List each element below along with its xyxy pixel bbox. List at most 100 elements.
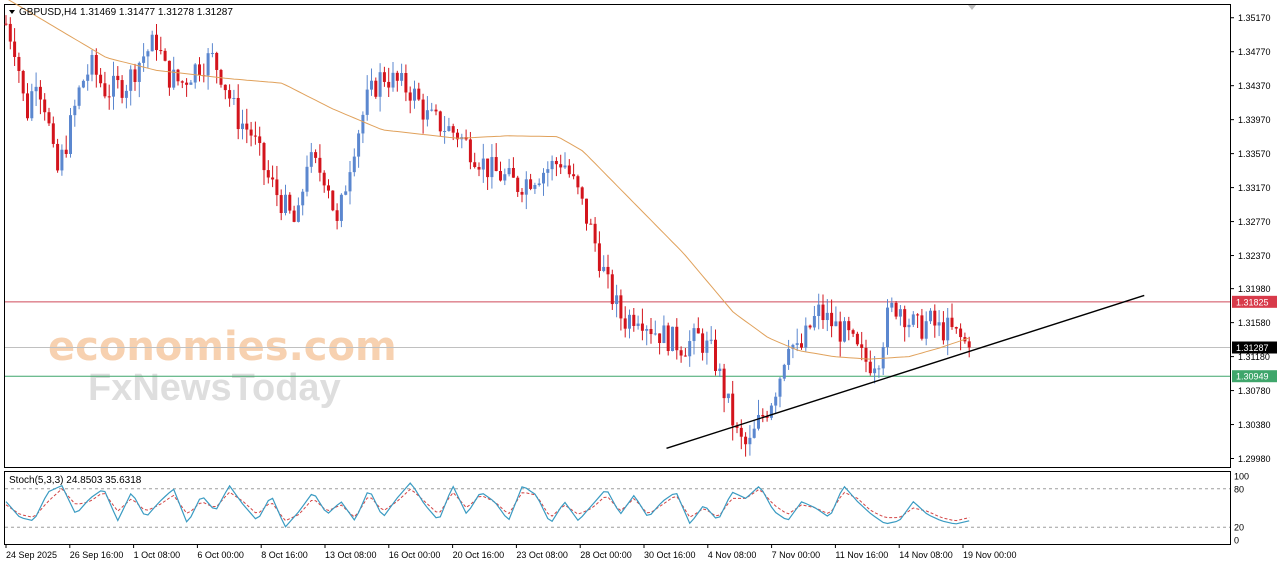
candle	[696, 317, 700, 334]
candle	[550, 155, 554, 181]
candle-body	[331, 190, 335, 211]
candle-body	[929, 310, 932, 322]
candle	[683, 347, 687, 357]
candle-body	[903, 309, 907, 328]
price-tag-support	[1232, 370, 1277, 383]
candle	[542, 168, 545, 196]
candle	[481, 143, 485, 183]
candle-body	[189, 82, 193, 85]
candle	[473, 152, 477, 169]
candle	[877, 365, 881, 378]
y-axis-ticks: 1.35170 1.34770 1.34370 1.33970 1.33570 1.331…	[1230, 13, 1271, 464]
y-tick-label: 1.31180	[1238, 352, 1270, 362]
candle-body	[266, 170, 270, 178]
candle-body	[688, 341, 692, 357]
candle	[503, 168, 507, 186]
candle	[64, 135, 68, 158]
candle	[107, 84, 111, 110]
candle	[288, 192, 292, 214]
candle-body	[718, 368, 722, 371]
candle	[434, 104, 438, 116]
candle-body	[916, 314, 920, 316]
candle	[804, 317, 808, 352]
candle-body	[658, 333, 662, 344]
candle-body	[791, 344, 795, 349]
candle	[898, 304, 902, 326]
candle	[610, 269, 614, 310]
candle	[632, 307, 636, 332]
candle	[430, 102, 434, 112]
candle	[241, 109, 244, 140]
candle	[305, 155, 309, 197]
candle	[421, 93, 425, 134]
candle-body	[180, 81, 184, 83]
x-tick-label: 6 Oct 00:00	[197, 550, 244, 560]
candle-body	[51, 123, 55, 144]
candle-body	[490, 157, 494, 178]
candle	[352, 148, 356, 177]
candle-body	[116, 75, 120, 81]
candle-body	[920, 315, 924, 339]
x-tick-label: 8 Oct 16:00	[261, 550, 308, 560]
candle-body	[795, 343, 799, 345]
candle	[933, 304, 937, 338]
price-tag-label: 1.30949	[1236, 372, 1269, 382]
candle-body	[516, 177, 520, 192]
candle	[112, 61, 115, 110]
y-tick-label: 1.32370	[1238, 251, 1271, 261]
candle	[193, 63, 197, 89]
candle-body	[481, 158, 485, 170]
candle	[671, 326, 674, 352]
candle-body	[73, 105, 77, 116]
candle-body	[193, 64, 197, 83]
candle	[490, 144, 494, 189]
trendline[interactable]	[666, 294, 1145, 449]
candle-body	[701, 333, 705, 353]
candle	[714, 329, 717, 376]
candle-body	[64, 149, 68, 155]
x-tick-label: 19 Nov 00:00	[963, 550, 1017, 560]
candle-body	[744, 436, 748, 445]
candle	[443, 116, 447, 144]
candle-body	[550, 160, 554, 170]
candle	[150, 30, 154, 52]
candle-body	[834, 321, 838, 327]
candle-body	[739, 427, 743, 437]
candle	[929, 308, 932, 325]
candle	[606, 254, 610, 289]
candle-body	[812, 315, 816, 328]
candle	[520, 188, 524, 203]
candle-body	[619, 295, 623, 319]
candle	[494, 143, 498, 172]
candle	[81, 79, 85, 89]
scroll-marker-icon[interactable]	[968, 5, 976, 10]
candle	[163, 48, 167, 62]
candle	[628, 309, 631, 339]
candle	[438, 110, 442, 137]
candle-body	[404, 73, 408, 93]
candle	[941, 311, 945, 345]
main-plot-frame	[4, 4, 1231, 468]
candle-body	[176, 69, 180, 82]
candle	[296, 197, 300, 223]
candle	[546, 161, 550, 187]
candle-body	[787, 348, 791, 365]
candle	[924, 311, 928, 346]
candle	[907, 318, 911, 338]
candle-body	[8, 23, 12, 42]
candle	[499, 161, 502, 182]
candle	[99, 68, 103, 88]
candle-body	[236, 97, 240, 130]
candle-body	[941, 322, 945, 341]
candle	[619, 289, 623, 331]
candle	[722, 363, 726, 413]
symbol-dropdown-icon[interactable]	[9, 10, 15, 14]
candle-body	[735, 425, 739, 428]
candle	[266, 160, 270, 184]
x-tick-label: 20 Oct 16:00	[453, 550, 505, 560]
candle	[615, 284, 619, 318]
candle	[275, 165, 279, 207]
candle-body	[81, 80, 85, 88]
candle-body	[615, 295, 619, 305]
